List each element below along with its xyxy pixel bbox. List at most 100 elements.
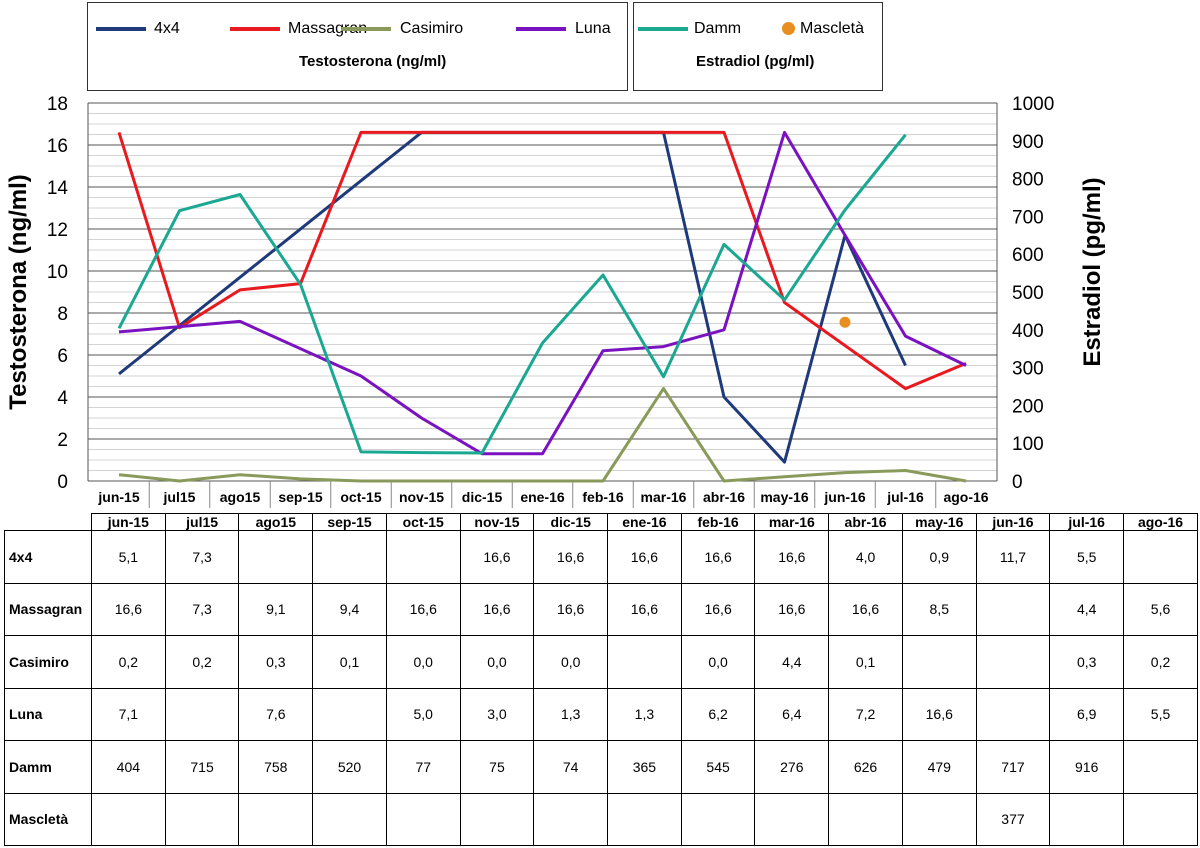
y-tick-label-right: 700 [1012,207,1044,228]
table-row-label: Luna [4,687,92,741]
table-cell [607,792,682,846]
y-tick-label-left: 10 [47,262,68,283]
table-cell: 0,9 [901,530,977,584]
table-column-header: ene-16 [607,513,682,531]
y-tick-label-left: 4 [57,388,68,409]
table-cell: 4,4 [1049,582,1125,636]
table-cell: 5,5 [1123,687,1198,741]
y-tick-label-left: 14 [47,178,69,199]
table-cell: 16,6 [607,582,682,636]
table-column-header: jul-16 [1049,513,1125,531]
x-tick-label: ago15 [220,489,261,505]
legend-swatch-damm [638,27,688,31]
table-cell: 545 [680,740,756,794]
table-row: Luna 7,1 7,6 5,0 3,0 1,3 1,3 6,2 6,4 7,2 16,6 6,9 5,… [4,687,1198,741]
table-cell: 16,6 [459,530,535,584]
table-cell [312,530,387,584]
table-cell [680,792,756,846]
table-cell [385,792,461,846]
x-tick-label: feb-16 [582,489,623,505]
series-line-casimiro [118,387,967,483]
table-cell: 6,2 [680,687,756,741]
table-cell: 16,6 [533,582,609,636]
y-tick-label-left: 16 [47,136,68,157]
legend-label-4x4: 4x4 [154,20,180,37]
table-cell: 0,3 [238,635,314,689]
series-point-mascletà [839,316,851,328]
table-corner-cell [4,513,92,531]
table-column-header: sep-15 [312,513,387,531]
table-cell: 5,6 [1123,582,1198,636]
legend-swatch-4x4 [96,27,146,31]
legend-title-testosterone: Testosterona (ng/ml) [299,53,447,70]
table-column-header: mar-16 [754,513,830,531]
series-line-damm [117,133,907,455]
table-row: 4x4 5,1 7,3 16,6 16,6 16,6 16,6 16,6 4,0 0,9 11,7 5… [4,530,1198,584]
table-cell: 4,4 [754,635,830,689]
table-cell: 0,0 [459,635,535,689]
legend-testosterone: 4x4 Massagran Casimiro Luna Testosterona… [87,2,628,91]
table-row-label: 4x4 [4,530,92,584]
table-cell: 16,6 [754,582,830,636]
data-table: jun-15 jul15 ago15 sep-15 oct-15 nov-15 dic-15… [4,513,1198,846]
table-cell: 0,2 [1123,635,1198,689]
table-cell: 7,6 [238,687,314,741]
table-cell: 276 [754,740,830,794]
x-tick-label: may-16 [760,489,808,505]
table-cell [1049,792,1125,846]
table-row: Casimiro 0,2 0,2 0,3 0,1 0,0 0,0 0,0 0,0 4,4 0,1 0,… [4,635,1198,689]
table-cell: 16,6 [385,582,461,636]
table-cell [385,530,461,584]
table-cell [91,792,166,846]
x-tick-label: ene-16 [520,489,565,505]
y-tick-label-left: 8 [57,304,68,325]
x-tick-label: jul15 [163,489,196,505]
table-column-header: feb-16 [680,513,756,531]
table-cell: 7,3 [164,582,240,636]
x-tick-label: dic-15 [462,489,503,505]
x-tick-label: jun-15 [97,489,139,505]
table-cell: 16,6 [459,582,535,636]
table-column-header: jul15 [164,513,240,531]
table-cell [1123,740,1198,794]
table-row-label: Massagran [4,582,92,636]
table-cell: 1,3 [607,687,682,741]
x-tick-label: nov-15 [399,489,444,505]
table-cell: 16,6 [754,530,830,584]
table-cell: 6,4 [754,687,830,741]
legend-swatch-luna [516,27,566,31]
table-column-header: oct-15 [385,513,461,531]
legend-label-luna: Luna [575,20,611,37]
legend-label-casimiro: Casimiro [400,20,464,37]
table-column-header: ago15 [238,513,314,531]
x-tick-label: jul-16 [886,489,924,505]
table-cell: 6,9 [1049,687,1125,741]
table-cell: 626 [828,740,903,794]
y-axis-title-right: Estradiol (pg/ml) [1079,177,1106,366]
table-row-label: Damm [4,740,92,794]
table-row: Damm 404 715 758 520 77 75 74 365 545 276 626 479 717… [4,740,1198,794]
table-cell: 0,0 [533,635,609,689]
table-cell [828,792,903,846]
table-cell [754,792,830,846]
table-cell: 9,4 [312,582,387,636]
table-column-header: jun-16 [975,513,1051,531]
legend-label-massagran: Massagran [288,20,368,37]
table-cell: 0,1 [828,635,903,689]
y-tick-label-right: 200 [1012,396,1044,417]
legend-dot-mascleta [782,22,795,35]
series-line-luna [118,130,967,456]
table-cell [164,687,240,741]
table-cell: 77 [385,740,461,794]
table-cell: 5,5 [1049,530,1125,584]
table-cell: 0,3 [1049,635,1125,689]
table-cell: 3,0 [459,687,535,741]
legend-label-mascleta: Mascletà [800,20,865,37]
table-cell: 404 [91,740,166,794]
table-cell: 0,2 [164,635,240,689]
y-tick-label-left: 6 [57,346,68,367]
table-cell: 758 [238,740,314,794]
table-cell: 0,0 [385,635,461,689]
table-cell: 5,0 [385,687,461,741]
y-tick-label-right: 0 [1012,472,1023,493]
